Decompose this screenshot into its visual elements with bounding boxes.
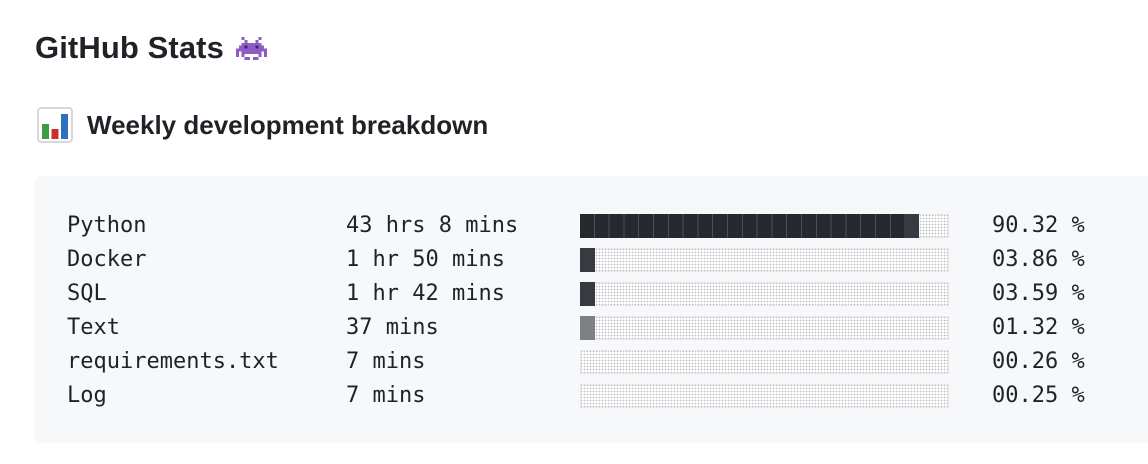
page-title-text: GitHub Stats [35, 30, 224, 65]
usage-progress-bar [580, 248, 949, 272]
time-spent: 37 mins [346, 315, 439, 340]
progress-partial [904, 214, 920, 238]
stats-row: Python 43 hrs 8 mins 90.32 % [34, 209, 1148, 243]
language-name: Log [67, 383, 107, 408]
language-name: Python [67, 213, 147, 238]
usage-progress-bar [580, 282, 949, 306]
progress-partial [580, 282, 595, 306]
usage-progress-bar [580, 214, 949, 238]
time-spent: 1 hr 42 mins [346, 281, 505, 306]
usage-percent: 00.26 % [992, 349, 1085, 374]
language-name: Text [67, 315, 120, 340]
usage-progress-bar [580, 350, 949, 374]
progress-fill [580, 214, 905, 238]
time-spent: 1 hr 50 mins [346, 247, 505, 272]
usage-progress-bar [580, 384, 949, 408]
section-heading: Weekly development breakdown [37, 104, 488, 146]
stats-code-block: Python 43 hrs 8 mins 90.32 % Docker 1 hr 50 … [34, 176, 1148, 443]
stats-row: SQL 1 hr 42 mins 03.59 % [34, 277, 1148, 311]
stats-row: Docker 1 hr 50 mins 03.86 % [34, 243, 1148, 277]
stats-row: Text 37 mins 01.32 % [34, 311, 1148, 345]
usage-percent: 00.25 % [992, 383, 1085, 408]
alien-monster-icon [235, 33, 267, 64]
language-name: SQL [67, 281, 107, 306]
usage-progress-bar [580, 316, 949, 340]
page-title: GitHub Stats [35, 26, 267, 70]
usage-percent: 90.32 % [992, 213, 1085, 238]
usage-percent: 01.32 % [992, 315, 1085, 340]
bar-chart-icon [37, 107, 73, 143]
section-heading-text: Weekly development breakdown [87, 109, 489, 140]
progress-partial [580, 248, 595, 272]
stats-row: requirements.txt 7 mins 00.26 % [34, 345, 1148, 379]
time-spent: 7 mins [346, 383, 426, 408]
time-spent: 7 mins [346, 349, 426, 374]
language-name: Docker [67, 247, 147, 272]
stats-row: Log 7 mins 00.25 % [34, 379, 1148, 413]
language-name: requirements.txt [67, 349, 279, 374]
progress-partial [580, 316, 595, 340]
usage-percent: 03.86 % [992, 247, 1085, 272]
usage-percent: 03.59 % [992, 281, 1085, 306]
time-spent: 43 hrs 8 mins [346, 213, 519, 238]
